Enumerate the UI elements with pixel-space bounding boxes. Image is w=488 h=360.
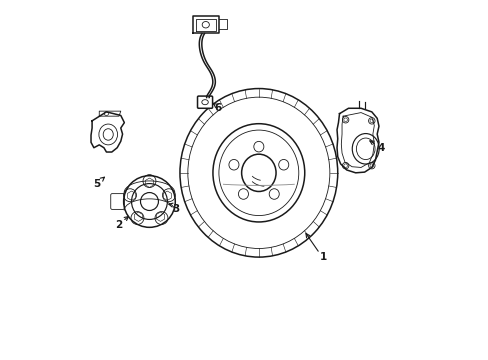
- Text: 5: 5: [93, 179, 100, 189]
- FancyBboxPatch shape: [197, 96, 212, 108]
- Text: 6: 6: [214, 103, 221, 113]
- Text: 3: 3: [172, 204, 180, 214]
- Text: 1: 1: [319, 252, 326, 262]
- Text: 2: 2: [114, 220, 122, 230]
- Text: 4: 4: [376, 143, 384, 153]
